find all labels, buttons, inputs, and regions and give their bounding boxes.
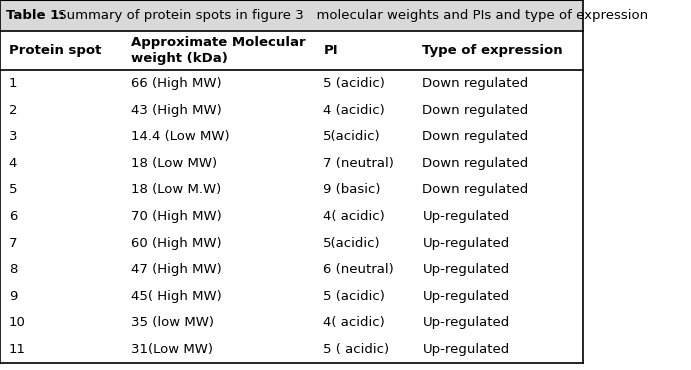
Text: 5 (acidic): 5 (acidic) [323, 290, 385, 303]
Text: Up-regulated: Up-regulated [422, 210, 510, 223]
Text: 18 (Low MW): 18 (Low MW) [131, 157, 217, 170]
Text: 14.4 (Low MW): 14.4 (Low MW) [131, 130, 229, 143]
Text: 35 (low MW): 35 (low MW) [131, 316, 214, 329]
Text: Down regulated: Down regulated [422, 130, 529, 143]
Text: 31(Low MW): 31(Low MW) [131, 343, 213, 356]
Text: 45( High MW): 45( High MW) [131, 290, 222, 303]
Text: 5 (acidic): 5 (acidic) [323, 77, 385, 90]
Text: 47 (High MW): 47 (High MW) [131, 263, 222, 276]
Text: 3: 3 [9, 130, 17, 143]
Text: Approximate Molecular
weight (kDa): Approximate Molecular weight (kDa) [131, 36, 305, 65]
Text: 4( acidic): 4( acidic) [323, 210, 385, 223]
Text: 9 (basic): 9 (basic) [323, 184, 381, 196]
Text: 8: 8 [9, 263, 17, 276]
Text: PI: PI [323, 44, 338, 57]
Text: 1: 1 [9, 77, 17, 90]
Text: Up-regulated: Up-regulated [422, 316, 510, 329]
Text: 7: 7 [9, 236, 17, 249]
Text: 43 (High MW): 43 (High MW) [131, 104, 222, 117]
Text: 10: 10 [9, 316, 26, 329]
Text: 2: 2 [9, 104, 17, 117]
Text: Summary of protein spots in figure 3   molecular weights and PIs and type of exp: Summary of protein spots in figure 3 mol… [54, 9, 648, 22]
Text: 5(acidic): 5(acidic) [323, 236, 381, 249]
Text: 66 (High MW): 66 (High MW) [131, 77, 222, 90]
Text: Down regulated: Down regulated [422, 77, 529, 90]
Text: Type of expression: Type of expression [422, 44, 563, 57]
Text: 5: 5 [9, 184, 17, 196]
Text: Down regulated: Down regulated [422, 184, 529, 196]
Text: 60 (High MW): 60 (High MW) [131, 236, 222, 249]
Text: 7 (neutral): 7 (neutral) [323, 157, 395, 170]
Text: Down regulated: Down regulated [422, 104, 529, 117]
Text: 9: 9 [9, 290, 17, 303]
Text: Up-regulated: Up-regulated [422, 290, 510, 303]
Text: Up-regulated: Up-regulated [422, 236, 510, 249]
Text: 11: 11 [9, 343, 26, 356]
Text: 6 (neutral): 6 (neutral) [323, 263, 394, 276]
Text: 4 (acidic): 4 (acidic) [323, 104, 385, 117]
Text: 4: 4 [9, 157, 17, 170]
Text: Protein spot: Protein spot [9, 44, 101, 57]
Text: 5(acidic): 5(acidic) [323, 130, 381, 143]
FancyBboxPatch shape [0, 0, 583, 31]
Text: Up-regulated: Up-regulated [422, 343, 510, 356]
Text: Down regulated: Down regulated [422, 157, 529, 170]
Text: 6: 6 [9, 210, 17, 223]
Text: 5 ( acidic): 5 ( acidic) [323, 343, 390, 356]
Text: 4( acidic): 4( acidic) [323, 316, 385, 329]
Text: 18 (Low M.W): 18 (Low M.W) [131, 184, 221, 196]
Text: Up-regulated: Up-regulated [422, 263, 510, 276]
Text: Table 1:: Table 1: [6, 9, 64, 22]
Text: 70 (High MW): 70 (High MW) [131, 210, 222, 223]
